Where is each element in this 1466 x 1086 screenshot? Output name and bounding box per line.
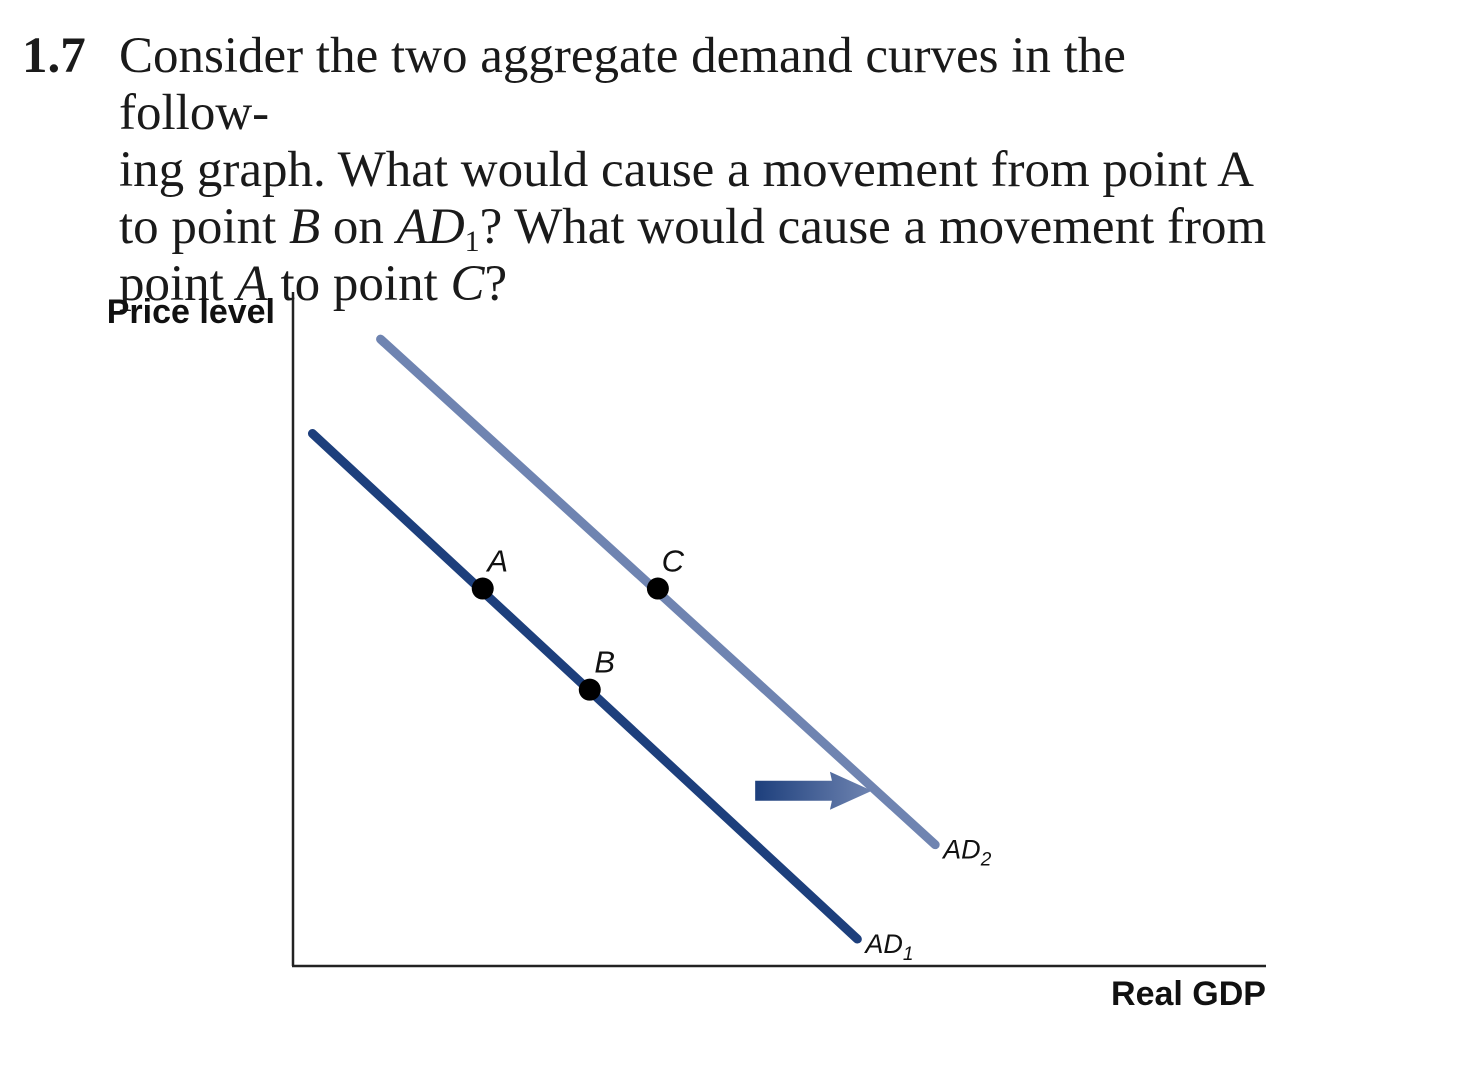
question-line-4: point A to point C? [119, 256, 1279, 313]
point-label-c: C [662, 544, 685, 579]
curve-label-ad1: AD1 [863, 929, 913, 965]
question-text: Consider the two aggregate demand curves… [119, 28, 1279, 313]
text-span: to point [267, 256, 451, 312]
question-line-1: Consider the two aggregate demand curves… [119, 28, 1126, 141]
ad1-ref: AD [396, 199, 465, 255]
text-span: point [119, 256, 237, 312]
point-label-b: B [594, 645, 615, 680]
question-number: 1.7 [22, 28, 86, 84]
text-span: ? What would cause a movement from [479, 199, 1267, 255]
point-label-a: A [485, 544, 508, 579]
text-span: ? [484, 256, 508, 312]
point-a [471, 577, 494, 600]
point-b [578, 678, 601, 701]
text-span: on [320, 199, 397, 255]
shift-arrow-icon [755, 771, 872, 810]
ad1-ref-subscript: 1 [464, 225, 480, 258]
point-a-ref: A [236, 256, 268, 312]
y-axis-label: Price level [107, 293, 275, 331]
question-line-2: ing graph. What would cause a movement f… [119, 142, 1254, 198]
curve-label-ad2: AD2 [941, 835, 992, 871]
point-c [646, 577, 669, 600]
question-line-3: to point B on AD1? What would cause a mo… [119, 199, 1279, 258]
x-axis-label: Real GDP [1111, 975, 1266, 1013]
point-b-ref: B [289, 199, 321, 255]
plot-layer: AD1 AD2 A B C [307, 334, 992, 965]
point-c-ref: C [450, 256, 485, 312]
text-span: to point [119, 199, 290, 255]
